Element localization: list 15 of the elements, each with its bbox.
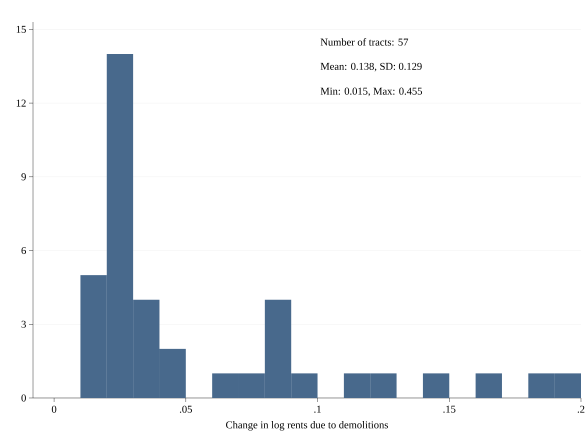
x-axis-title: Change in log rents due to demolitions xyxy=(226,421,388,431)
annotation: Number of tracts: 57 xyxy=(320,38,408,46)
y-tick-label: 0 xyxy=(21,394,26,402)
y-tick-label: 12 xyxy=(16,100,26,107)
y-tick-label: 9 xyxy=(21,173,26,180)
annotation: Min: 0.015, Max: 0.455 xyxy=(320,88,422,96)
annotation: Mean: 0.138, SD: 0.129 xyxy=(320,62,422,72)
y-tick-label: 3 xyxy=(22,320,26,328)
y-tick-label: 15 xyxy=(16,26,26,33)
x-tick-label: .05 xyxy=(180,406,192,413)
x-tick-label: .1 xyxy=(314,406,321,413)
x-tick-label: 0 xyxy=(52,406,56,413)
y-tick-label: 6 xyxy=(22,247,26,254)
x-tick-label: .15 xyxy=(443,406,456,413)
x-tick-label: .2 xyxy=(578,406,584,413)
